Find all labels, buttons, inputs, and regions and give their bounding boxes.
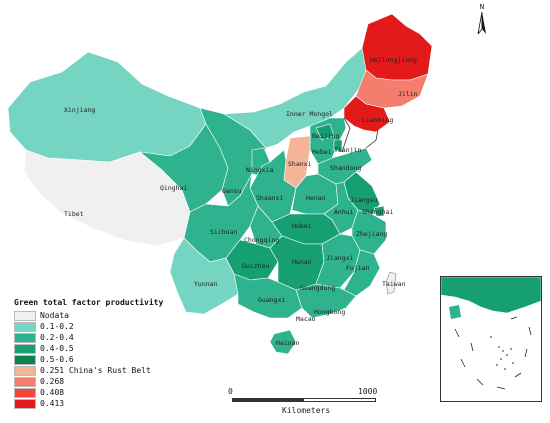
- legend-label: 0.5-0.6: [40, 355, 74, 364]
- label-hongkong: Hongkong: [314, 308, 345, 316]
- province-guangxi: [233, 273, 303, 319]
- legend-item: 0.413: [14, 398, 214, 409]
- legend-list: Nodata 0.1-0.2 0.2-0.4 0.4-0.5 0.5-0.6 0.251 …: [14, 310, 214, 409]
- legend-label: 0.1-0.2: [40, 322, 74, 331]
- scale-start-label: 0: [228, 387, 233, 396]
- south-china-sea-inset: [440, 276, 542, 402]
- province-beijing: [315, 123, 335, 141]
- province-taiwan: [385, 271, 397, 295]
- province-xinjiang: [7, 51, 207, 163]
- province-shandong: [317, 147, 373, 185]
- legend-label: 0.268: [40, 377, 65, 386]
- legend-swatch: [14, 365, 36, 376]
- label-hebei: Hebei: [312, 148, 332, 156]
- legend: Green total factor productivity Nodata 0.…: [14, 298, 214, 409]
- label-heilongjiang: Heilongjiang: [370, 56, 417, 64]
- province-yunnan: [169, 237, 239, 315]
- label-shanghai: Shanghai: [362, 208, 393, 216]
- province-anhui: [323, 181, 359, 235]
- legend-title: Green total factor productivity: [14, 298, 164, 307]
- north-arrow-icon: [477, 11, 486, 35]
- legend-item: 0.268: [14, 376, 214, 387]
- province-heilongjiang: [361, 13, 433, 81]
- province-hainan: [269, 329, 297, 355]
- coastline-bohai: [341, 117, 379, 153]
- legend-label: 0.408: [40, 388, 65, 397]
- province-liaoning: [343, 95, 391, 133]
- label-hunan: Hunan: [292, 258, 312, 266]
- label-anhui: Anhui: [334, 208, 354, 216]
- legend-swatch: [14, 354, 36, 365]
- legend-label: Nodata: [40, 311, 69, 320]
- label-hubei: Hubei: [292, 222, 312, 230]
- label-jiangxi: Jiangxi: [326, 254, 353, 262]
- legend-swatch: [14, 310, 36, 321]
- legend-item: Nodata: [14, 310, 214, 321]
- label-guangxi: Guangxi: [258, 296, 285, 304]
- legend-swatch: [14, 332, 36, 343]
- legend-item: 0.4-0.5: [14, 343, 214, 354]
- scale-bar-graphic: [232, 398, 376, 402]
- label-liaoning: Liaoning: [362, 116, 393, 124]
- province-shanghai: [373, 205, 385, 217]
- label-henan: Henan: [306, 194, 326, 202]
- label-beijing: Beijing: [312, 132, 339, 140]
- legend-swatch: [14, 387, 36, 398]
- label-jilin: Jilin: [398, 90, 418, 98]
- label-gansu: Gansu: [222, 187, 242, 195]
- north-arrow-label: N: [479, 3, 485, 11]
- label-fujian: Fujian: [346, 264, 370, 272]
- label-shandong: Shandong: [330, 164, 361, 172]
- legend-item: 0.251 China's Rust Belt: [14, 365, 214, 376]
- label-yunnan: Yunnan: [194, 280, 218, 288]
- scale-end-label: 1000: [358, 387, 378, 396]
- province-jiangxi: [315, 233, 361, 289]
- label-sichuan: Sichuan: [210, 228, 237, 236]
- legend-swatch: [14, 398, 36, 409]
- legend-label: 0.413: [40, 399, 65, 408]
- label-qinghai: Qinghai: [160, 184, 187, 192]
- label-macao: Macao: [296, 315, 316, 323]
- label-guangdong: Guangdong: [300, 284, 335, 292]
- label-zhejiang: Zhejiang: [356, 230, 387, 238]
- north-arrow: N: [474, 3, 490, 36]
- legend-label: 0.2-0.4: [40, 333, 74, 342]
- label-guizhou: Guizhou: [242, 262, 269, 270]
- label-xinjiang: Xinjiang: [64, 106, 95, 114]
- label-shaanxi: Shaanxi: [256, 194, 283, 202]
- legend-label: 0.4-0.5: [40, 344, 74, 353]
- legend-label: 0.251 China's Rust Belt: [40, 366, 151, 375]
- legend-swatch: [14, 376, 36, 387]
- label-shanxi: Shanxi: [288, 160, 312, 168]
- legend-swatch: [14, 321, 36, 332]
- label-hainan: Hainan: [276, 339, 300, 347]
- province-guangdong: [295, 283, 357, 319]
- legend-item: 0.5-0.6: [14, 354, 214, 365]
- label-taiwan: Taiwan: [382, 280, 406, 288]
- label-jiangsu: Jiangsu: [350, 196, 377, 204]
- label-tibet: Tibet: [64, 210, 84, 218]
- legend-item: 0.2-0.4: [14, 332, 214, 343]
- legend-swatch: [14, 343, 36, 354]
- scale-unit-label: Kilometers: [282, 406, 331, 415]
- label-chongqing: Chongqing: [244, 236, 279, 244]
- legend-item: 0.408: [14, 387, 214, 398]
- legend-item: 0.1-0.2: [14, 321, 214, 332]
- label-inner-mongol: Inner Mongol: [286, 110, 333, 118]
- label-ningxia: Ningxia: [246, 166, 273, 174]
- label-tianjin: Tianjin: [334, 146, 361, 154]
- inset-map: [440, 276, 542, 390]
